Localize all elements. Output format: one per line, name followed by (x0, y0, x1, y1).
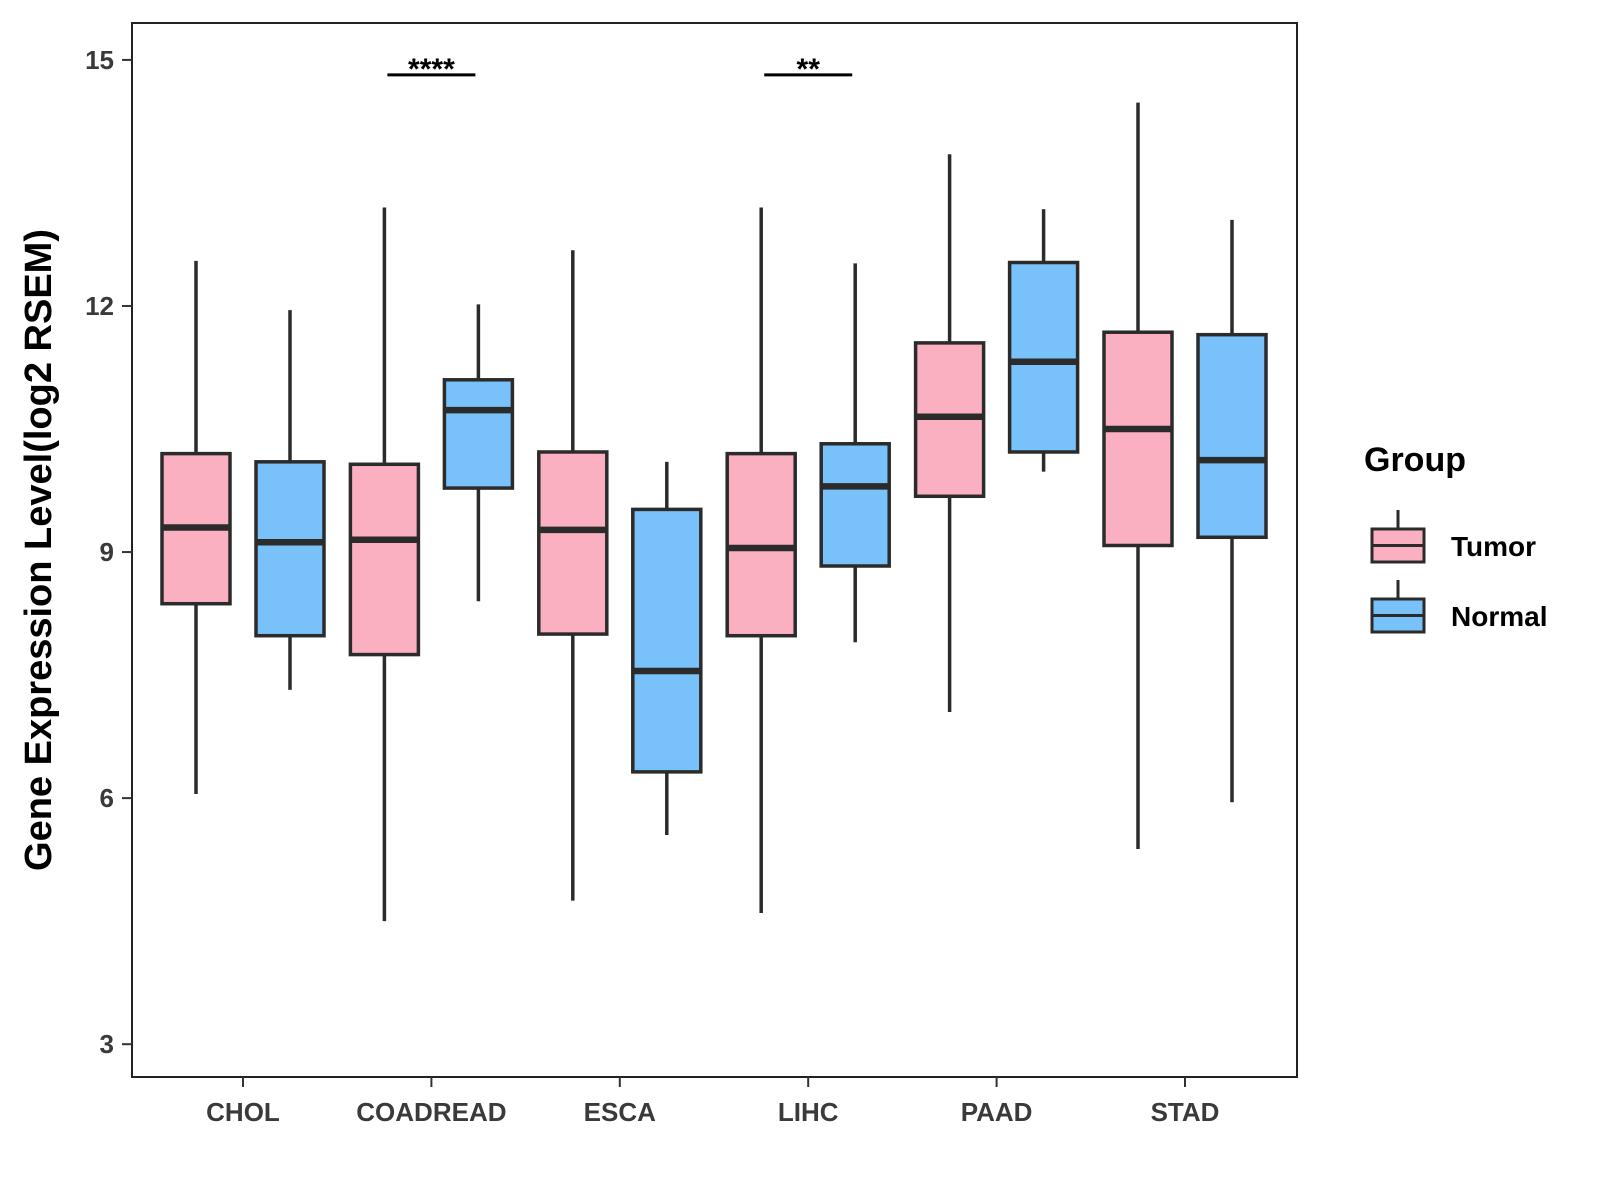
box-esca-normal (631, 461, 703, 836)
legend-label-normal: Normal (1451, 601, 1547, 632)
x-tick-label: STAD (1151, 1097, 1220, 1127)
box-iqr (537, 450, 609, 636)
legend: Group Tumor Normal (1364, 441, 1547, 634)
x-tick-label: PAAD (961, 1097, 1033, 1127)
box-iqr (348, 462, 421, 657)
y-tick-label: 6 (100, 783, 114, 813)
box-esca-tumor (537, 250, 609, 901)
box-iqr (819, 442, 891, 568)
box-coadread-normal (442, 304, 515, 602)
y-axis-title: Gene Expression Level(log2 RSEM) (18, 229, 60, 871)
legend-title: Group (1364, 441, 1466, 479)
box-iqr (631, 507, 703, 774)
box-lihc-tumor (725, 207, 797, 913)
box-coadread-tumor (348, 207, 421, 922)
box-stad-tumor (1102, 102, 1174, 849)
legend-key-tumor (1370, 510, 1426, 564)
legend-key-normal (1370, 580, 1426, 634)
y-tick-label: 15 (85, 45, 114, 75)
box-iqr (254, 460, 326, 638)
box-iqr (1196, 332, 1268, 540)
y-tick-label: 9 (100, 537, 114, 567)
y-tick-label: 12 (85, 291, 114, 321)
y-tick-label: 3 (100, 1029, 114, 1059)
x-tick-label: LIHC (778, 1097, 839, 1127)
box-iqr (1102, 330, 1174, 548)
box-iqr (725, 451, 797, 638)
box-chol-normal (254, 310, 326, 690)
x-tick-label: ESCA (584, 1097, 656, 1127)
box-stad-normal (1196, 219, 1268, 803)
x-tick-label: CHOL (206, 1097, 280, 1127)
legend-label-tumor: Tumor (1451, 531, 1536, 562)
box-iqr (442, 378, 515, 490)
significance-label: ** (797, 53, 821, 86)
significance-label: **** (408, 53, 455, 86)
box-chol-tumor (160, 260, 232, 795)
box-lihc-normal (819, 263, 891, 643)
box-paad-normal (1007, 209, 1080, 472)
box-paad-tumor (913, 154, 986, 712)
plot-panel (131, 22, 1298, 1078)
box-iqr (1007, 260, 1080, 454)
x-tick-label: COADREAD (356, 1097, 506, 1127)
